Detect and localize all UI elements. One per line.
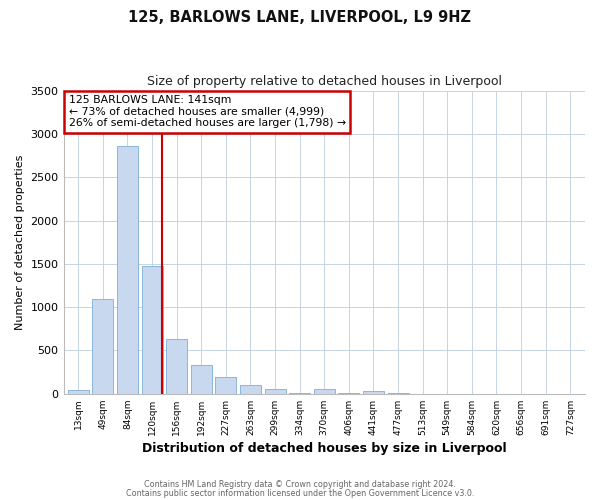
- Bar: [265, 388, 286, 394]
- Bar: [314, 389, 335, 394]
- Text: 125 BARLOWS LANE: 141sqm
← 73% of detached houses are smaller (4,999)
26% of sem: 125 BARLOWS LANE: 141sqm ← 73% of detach…: [69, 95, 346, 128]
- Bar: [117, 146, 138, 394]
- Bar: [166, 339, 187, 394]
- Bar: [142, 266, 163, 394]
- Title: Size of property relative to detached houses in Liverpool: Size of property relative to detached ho…: [147, 75, 502, 88]
- Bar: [191, 365, 212, 394]
- Bar: [289, 393, 310, 394]
- Text: Contains public sector information licensed under the Open Government Licence v3: Contains public sector information licen…: [126, 490, 474, 498]
- Bar: [68, 390, 89, 394]
- Bar: [92, 300, 113, 394]
- Bar: [363, 391, 384, 394]
- Bar: [215, 378, 236, 394]
- Text: Contains HM Land Registry data © Crown copyright and database right 2024.: Contains HM Land Registry data © Crown c…: [144, 480, 456, 489]
- X-axis label: Distribution of detached houses by size in Liverpool: Distribution of detached houses by size …: [142, 442, 506, 455]
- Text: 125, BARLOWS LANE, LIVERPOOL, L9 9HZ: 125, BARLOWS LANE, LIVERPOOL, L9 9HZ: [128, 10, 472, 25]
- Y-axis label: Number of detached properties: Number of detached properties: [15, 154, 25, 330]
- Bar: [240, 385, 261, 394]
- Bar: [338, 393, 359, 394]
